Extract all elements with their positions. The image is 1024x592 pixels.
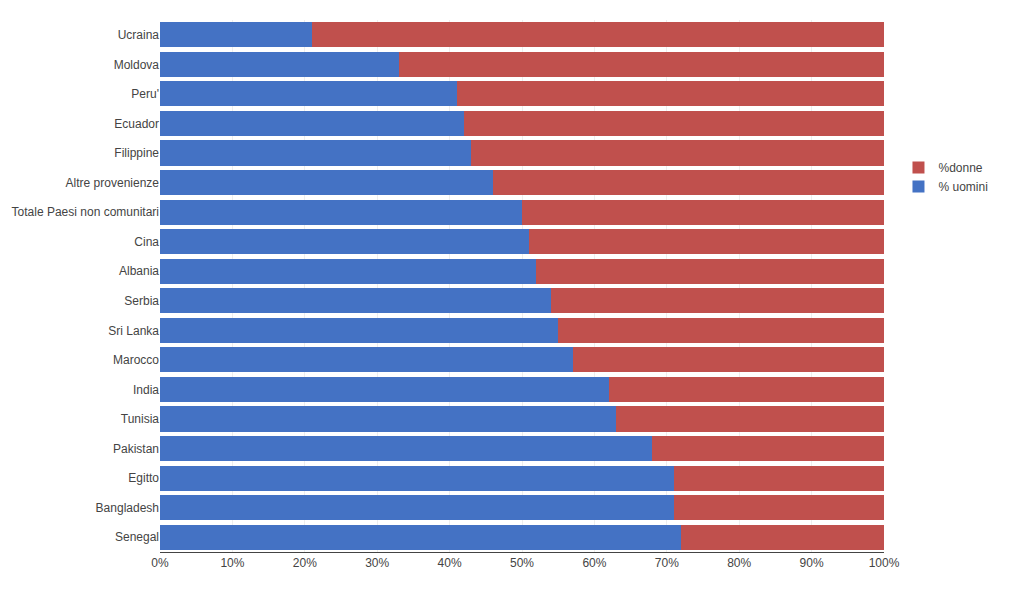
svg-text:Albania: Albania xyxy=(119,264,159,278)
svg-text:% uomini: % uomini xyxy=(938,180,987,194)
svg-text:Altre provenienze: Altre provenienze xyxy=(66,176,160,190)
svg-text:Ecuador: Ecuador xyxy=(114,117,159,131)
svg-text:Cina: Cina xyxy=(134,235,159,249)
svg-text:Tunisia: Tunisia xyxy=(121,412,160,426)
svg-text:Egitto: Egitto xyxy=(128,471,159,485)
svg-text:Moldova: Moldova xyxy=(114,58,160,72)
svg-text:100%: 100% xyxy=(869,556,900,570)
svg-text:India: India xyxy=(133,383,159,397)
svg-text:90%: 90% xyxy=(800,556,824,570)
svg-text:Bangladesh: Bangladesh xyxy=(96,501,159,515)
svg-text:Serbia: Serbia xyxy=(124,294,159,308)
svg-text:20%: 20% xyxy=(293,556,317,570)
svg-text:60%: 60% xyxy=(582,556,606,570)
svg-text:50%: 50% xyxy=(510,556,534,570)
svg-text:0%: 0% xyxy=(151,556,169,570)
svg-text:Peru': Peru' xyxy=(131,87,159,101)
svg-text:30%: 30% xyxy=(365,556,389,570)
svg-text:Ucraina: Ucraina xyxy=(118,28,160,42)
svg-text:Totale Paesi non comunitari: Totale Paesi non comunitari xyxy=(12,205,159,219)
svg-text:Senegal: Senegal xyxy=(115,530,159,544)
svg-text:70%: 70% xyxy=(655,556,679,570)
svg-text:10%: 10% xyxy=(220,556,244,570)
svg-text:Pakistan: Pakistan xyxy=(113,442,159,456)
svg-text:Sri Lanka: Sri Lanka xyxy=(108,324,159,338)
svg-text:Marocco: Marocco xyxy=(113,353,159,367)
svg-text:%donne: %donne xyxy=(938,161,982,175)
svg-text:80%: 80% xyxy=(727,556,751,570)
svg-text:Filippine: Filippine xyxy=(114,146,159,160)
svg-text:40%: 40% xyxy=(438,556,462,570)
